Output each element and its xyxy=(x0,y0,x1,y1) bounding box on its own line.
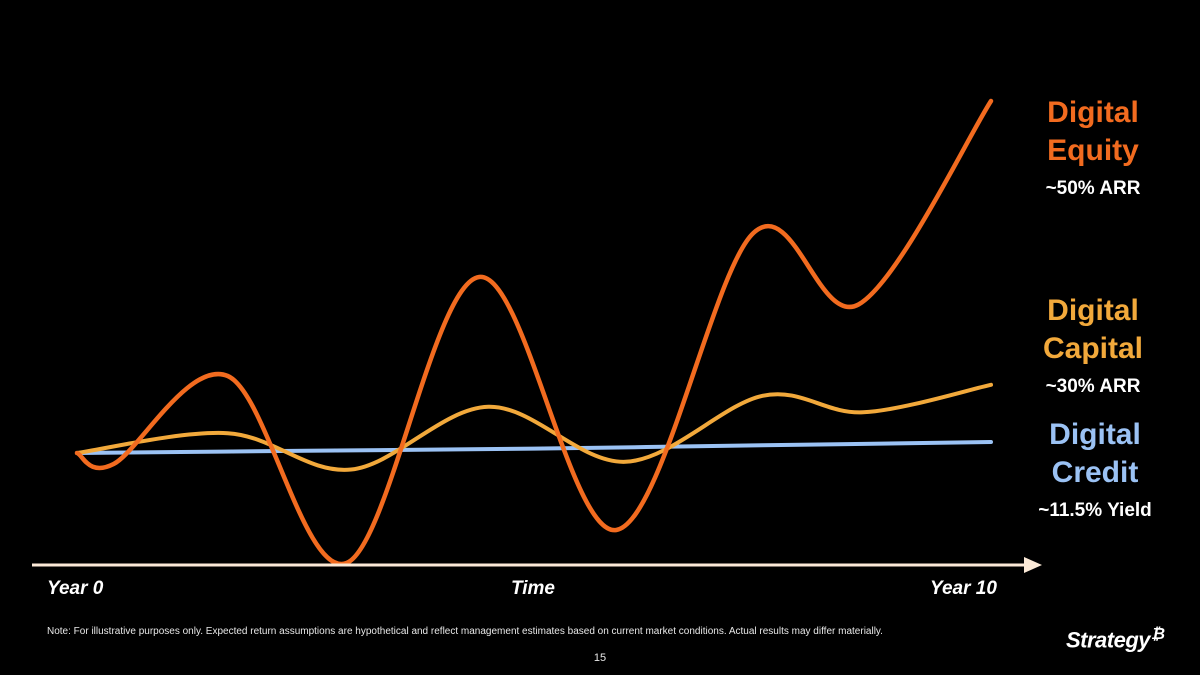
series-name-line: Digital xyxy=(1049,418,1141,451)
series-rate: ~30% ARR xyxy=(1045,375,1141,397)
series-line-digital-credit xyxy=(75,440,993,455)
series-line-digital-equity xyxy=(74,98,994,567)
series-name-line: Capital xyxy=(1042,332,1144,366)
series-rate: ~11.5% Yield xyxy=(1038,499,1152,521)
series-name-line: Credit xyxy=(1051,456,1139,490)
page-number: 15 xyxy=(593,652,607,664)
x-tick-label-end: Year 10 xyxy=(930,578,997,599)
series-rate: ~50% ARR xyxy=(1045,177,1141,199)
x-axis-arrowhead xyxy=(1024,557,1042,573)
logo-wordmark: Strategy xyxy=(1066,627,1151,653)
series-name-line: Digital xyxy=(1047,294,1139,327)
series-label-digital-credit: Digital Credit ~11.5% Yield xyxy=(1020,416,1170,523)
series-lines xyxy=(74,98,994,567)
bitcoin-icon: ₿ xyxy=(1151,626,1165,643)
series-line-digital-capital xyxy=(75,382,993,472)
series-name-line: Equity xyxy=(1047,134,1139,168)
x-tick-label-start: Year 0 xyxy=(47,578,104,599)
x-axis-label: Time xyxy=(510,578,555,599)
disclaimer-note: Note: For illustrative purposes only. Ex… xyxy=(47,626,883,637)
series-label-digital-capital: Digital Capital ~30% ARR xyxy=(1018,292,1168,399)
strategy-logo: Strategy₿ xyxy=(1066,626,1165,653)
series-name-line: Digital xyxy=(1047,96,1139,129)
series-label-digital-equity: Digital Equity ~50% ARR xyxy=(1018,94,1168,201)
